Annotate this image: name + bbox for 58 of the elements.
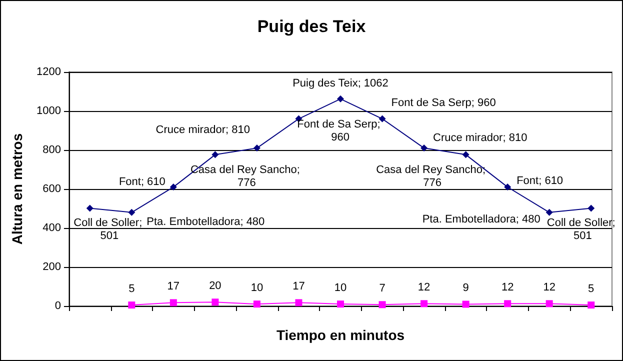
point [212, 151, 219, 158]
y-tick-label: 600 [42, 183, 61, 195]
point [253, 300, 260, 308]
data-label: 17 [292, 280, 305, 293]
point [588, 302, 595, 309]
y-tick-label: 400 [42, 222, 61, 234]
y-tick-label: 800 [42, 144, 61, 156]
data-label: 7 [379, 282, 386, 295]
point [462, 300, 470, 308]
chart-title: Puig des Teix [257, 17, 366, 36]
point [295, 299, 302, 306]
data-label: 12 [418, 282, 430, 294]
point [86, 204, 94, 212]
point [253, 144, 260, 152]
data-label: Coll de Soller; 501 [74, 216, 142, 242]
data-label: Font; 610 [516, 175, 564, 188]
data-label: Coll de Soller; 501 [546, 216, 616, 242]
point [420, 144, 428, 152]
point [170, 184, 177, 191]
data-label: Font; 610 [118, 176, 166, 188]
point [546, 208, 553, 216]
point [462, 151, 470, 158]
point [337, 95, 344, 102]
point [212, 298, 219, 306]
y-tick-label: 1200 [36, 66, 61, 78]
point [504, 300, 512, 308]
data-label: 20 [209, 280, 222, 292]
point [546, 300, 553, 308]
point [337, 300, 344, 308]
point [420, 300, 428, 308]
point [504, 184, 512, 191]
data-label: Cruce mirador; 810 [156, 124, 250, 136]
point [128, 302, 136, 309]
y-tick-label: 1000 [36, 105, 61, 117]
point [378, 115, 386, 122]
data-label: 10 [250, 282, 264, 294]
point [588, 204, 595, 212]
point [378, 301, 386, 308]
y-axis-title: Altura en metros [9, 133, 25, 245]
data-label: 17 [167, 280, 180, 293]
data-label: 12 [543, 282, 556, 294]
data-label: Pta. Embotelladora; 480 [422, 213, 540, 226]
y-tick-label: 0 [54, 300, 61, 312]
data-label: 5 [588, 283, 594, 296]
point [128, 208, 136, 216]
data-label: Puig des Teix; 1062 [292, 77, 388, 90]
data-label: Font de Sa Serp; 960 [297, 118, 380, 144]
point [170, 299, 177, 306]
data-label: 5 [128, 283, 135, 296]
data-label: Cruce mirador; 810 [433, 132, 528, 144]
data-label: Font de Sa Serp; 960 [391, 96, 496, 109]
data-label: 9 [462, 282, 469, 294]
data-label: 10 [334, 282, 347, 294]
x-axis-title: Tiempo en minutos [276, 327, 405, 343]
data-label: Pta. Embotelladora; 480 [146, 216, 265, 228]
y-tick-label: 200 [42, 261, 61, 273]
data-label: 12 [501, 282, 514, 294]
data-label: Casa del Rey Sancho; 776 [376, 164, 486, 190]
